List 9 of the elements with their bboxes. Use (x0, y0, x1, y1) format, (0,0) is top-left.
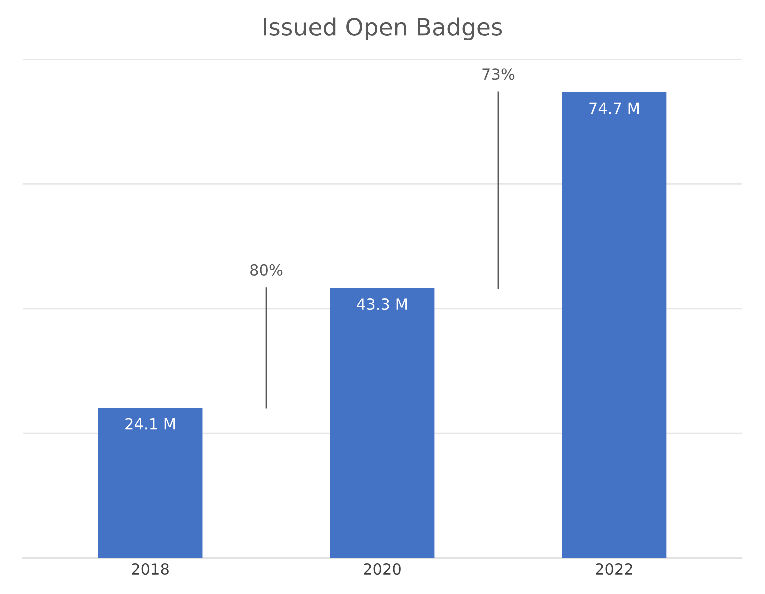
x-tick-label: 2020 (364, 563, 401, 576)
annotation: 80% (250, 264, 283, 276)
data-label: 24.1 M (126, 418, 176, 430)
chart-title: Issued Open Badges (264, 18, 502, 41)
annotation: 73% (482, 68, 515, 80)
x-tick-label: 2018 (132, 563, 169, 576)
data-label: 74.7 M (590, 102, 640, 114)
x-tick-label: 2022 (596, 563, 632, 576)
data-label: 43.3 M (357, 298, 408, 310)
